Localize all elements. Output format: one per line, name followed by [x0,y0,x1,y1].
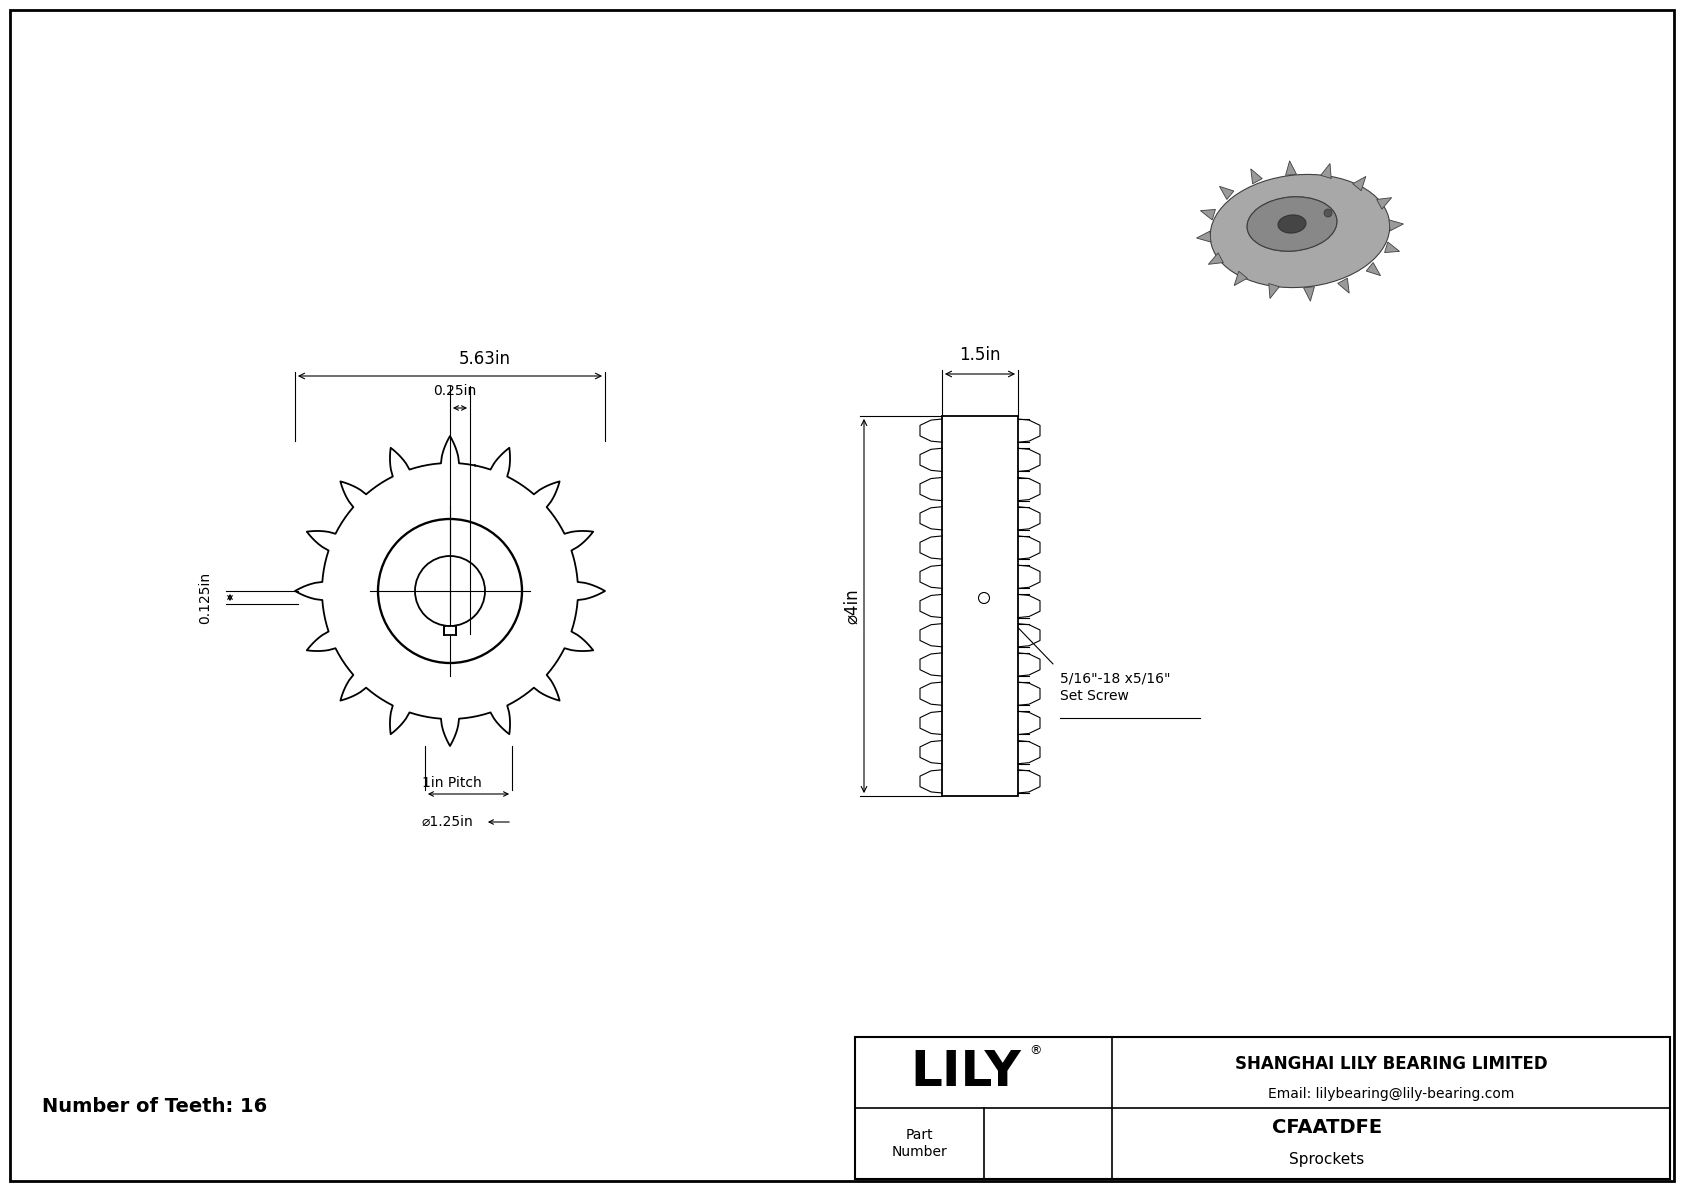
Text: 5.63in: 5.63in [460,350,510,368]
Text: CFAATDFE: CFAATDFE [1271,1118,1383,1137]
Text: LILY: LILY [909,1048,1021,1097]
Ellipse shape [1248,197,1337,251]
Polygon shape [1197,231,1211,242]
Polygon shape [1389,220,1403,231]
Circle shape [1324,208,1332,217]
Text: 0.125in: 0.125in [199,572,212,624]
Polygon shape [1303,287,1315,301]
Text: Part
Number: Part Number [891,1128,948,1159]
Ellipse shape [1278,214,1307,233]
Polygon shape [1209,252,1223,264]
Polygon shape [1366,262,1381,275]
Polygon shape [1285,161,1297,175]
Bar [445,626,456,635]
Bar [855,1037,1671,1179]
Bar [941,416,1019,796]
Text: Email: lilybearing@lily-bearing.com: Email: lilybearing@lily-bearing.com [1268,1087,1514,1100]
Text: SHANGHAI LILY BEARING LIMITED: SHANGHAI LILY BEARING LIMITED [1234,1055,1548,1073]
Text: Number of Teeth: 16: Number of Teeth: 16 [42,1097,268,1116]
Polygon shape [1337,279,1349,293]
Text: 1.5in: 1.5in [960,347,1000,364]
Text: Sprockets: Sprockets [1290,1152,1364,1167]
Polygon shape [1268,283,1280,299]
Polygon shape [1234,272,1248,286]
Ellipse shape [1211,174,1389,287]
Polygon shape [1352,176,1366,191]
Text: 5/16"-18 x5/16"
Set Screw: 5/16"-18 x5/16" Set Screw [1059,671,1170,704]
Text: 0.25in: 0.25in [433,384,477,398]
Polygon shape [1320,163,1332,179]
Text: 1in Pitch: 1in Pitch [423,777,482,790]
Ellipse shape [1248,197,1337,251]
Polygon shape [1251,169,1263,183]
Polygon shape [1219,186,1234,200]
Polygon shape [1384,242,1399,252]
Polygon shape [1201,210,1216,220]
Text: ®: ® [1029,1045,1042,1056]
Polygon shape [1378,198,1391,210]
Text: ⌀4in: ⌀4in [844,588,861,624]
Text: ⌀1.25in: ⌀1.25in [423,815,473,829]
